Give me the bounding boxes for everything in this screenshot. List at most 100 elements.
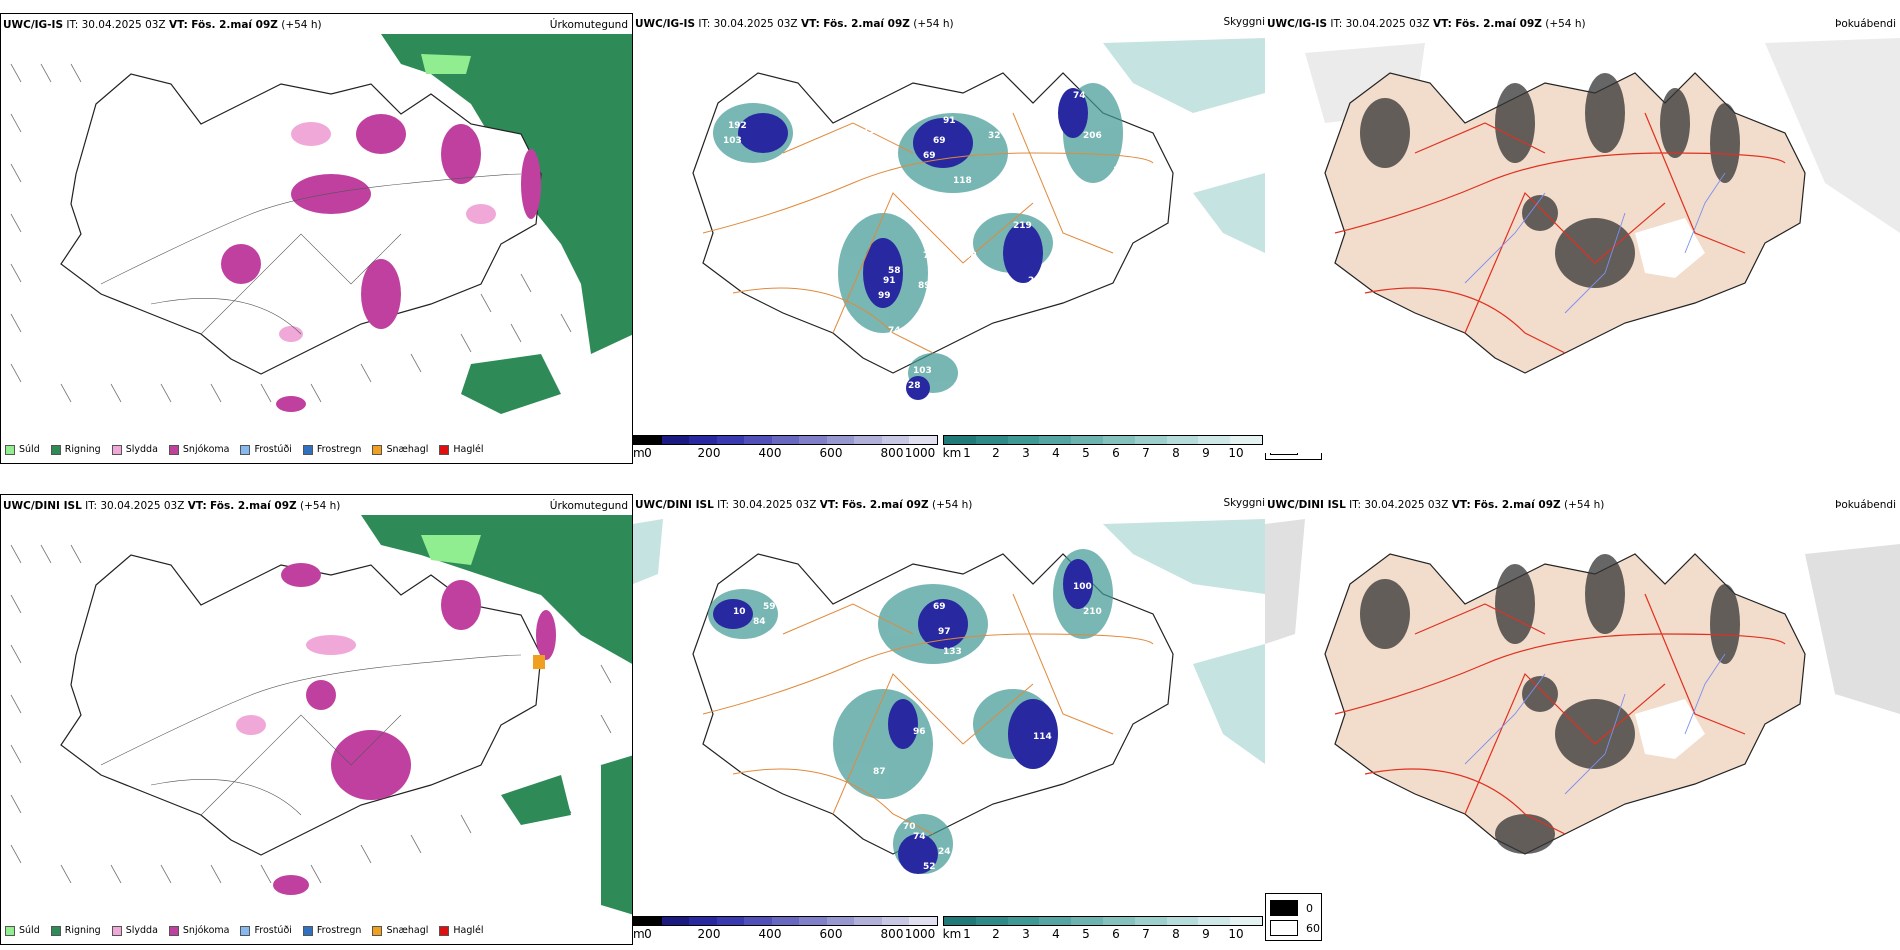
colorbar-segment xyxy=(716,436,745,444)
legend-swatch xyxy=(302,444,313,455)
cloud-base-value: 10 xyxy=(733,607,746,617)
cloud-base-area xyxy=(713,599,753,629)
cloud-vis-map: 10 84 59 69 97 133 100 210 385 67 60 75 96 114 63 13 87 2… xyxy=(633,519,1265,902)
colorbar-segment xyxy=(1134,436,1167,444)
panel-title: UWC/IG-IS IT: 30.04.2025 03Z VT: Fös. 2.… xyxy=(3,19,322,31)
panel-title: UWC/IG-IS IT: 30.04.2025 03Z VT: Fös. 2.… xyxy=(1267,18,1586,30)
model-name: UWC/IG-IS xyxy=(3,19,64,31)
legend-item-hail: Haglél xyxy=(439,444,484,455)
colorbar-segment xyxy=(826,917,855,925)
colorbar-ticks: km 1 2 3 4 5 6 7 8 9 10 xyxy=(943,926,1263,941)
fog-area xyxy=(1522,195,1558,231)
tick: 10 xyxy=(1228,927,1244,941)
tick: 8 xyxy=(1172,927,1180,941)
vt-value: Fös. 2.maí 09Z xyxy=(210,500,297,512)
colorbar-segment xyxy=(771,436,800,444)
precip-legend: Súld Rigning Slydda Snjókoma Frostúði Fr… xyxy=(5,925,484,936)
snow-area xyxy=(356,114,406,154)
cloud-base-area xyxy=(906,376,930,400)
visibility-colorbar: km 1 2 3 4 5 6 7 8 9 10 xyxy=(943,435,1263,460)
iceland-outline xyxy=(692,72,1174,374)
legend-swatch xyxy=(50,925,61,936)
colorbar-segment xyxy=(634,917,662,925)
fog-area xyxy=(1710,103,1740,183)
precip-legend: Súld Rigning Slydda Snjókoma Frostúði Fr… xyxy=(5,444,484,455)
it-label: IT: xyxy=(85,500,98,512)
colorbar-segment xyxy=(689,436,717,444)
colorbar-ticks: m 0 200 400 600 800 1000 xyxy=(633,926,938,941)
road-network xyxy=(100,173,522,335)
colorbar-segment xyxy=(909,917,938,925)
fog-area xyxy=(1710,584,1740,664)
colorbar-segment xyxy=(744,917,772,925)
legend-swatch xyxy=(240,925,251,936)
cloud-base-value: 69 xyxy=(923,151,936,161)
rivers xyxy=(1464,653,1726,795)
road-network xyxy=(702,593,1154,835)
cloud-base-value: 84 xyxy=(933,396,946,406)
panel-title: UWC/DINI ISL IT: 30.04.2025 03Z VT: Fös.… xyxy=(3,500,340,512)
legend-swatch xyxy=(5,925,15,936)
lead-time: (+54 h) xyxy=(281,19,322,31)
model-name: UWC/DINI ISL xyxy=(1267,499,1346,511)
road-network xyxy=(100,654,522,816)
vt-value: Fös. 2.maí 09Z xyxy=(1455,18,1542,30)
fog-area xyxy=(1585,554,1625,634)
fog-area xyxy=(1660,88,1690,158)
cloud-base-value: 225 xyxy=(928,797,947,807)
legend-swatch xyxy=(168,444,179,455)
fog-area xyxy=(1495,564,1535,644)
colorbar-segment xyxy=(1198,917,1231,925)
cloud-base-value: 385 xyxy=(1128,622,1147,632)
colorbar-segment xyxy=(661,436,690,444)
rain-area-e xyxy=(601,755,632,915)
tick: 6 xyxy=(1112,446,1120,460)
tick: 400 xyxy=(758,927,782,941)
model-name: UWC/IG-IS xyxy=(635,18,696,30)
vt-label: VT: xyxy=(800,18,820,30)
tick: 8 xyxy=(1172,446,1180,460)
road-network xyxy=(1334,593,1786,835)
fog-area xyxy=(1495,814,1555,854)
colorbar-segment xyxy=(881,436,910,444)
it-label: IT: xyxy=(1349,499,1362,511)
colorbar-segment xyxy=(1134,917,1167,925)
tick: 600 xyxy=(819,927,843,941)
drizzle-area xyxy=(421,535,481,565)
cloud-base-value: 114 xyxy=(1033,732,1052,742)
legend-item-sleet: Slydda xyxy=(111,925,158,936)
vt-label: VT: xyxy=(1451,499,1471,511)
it-value: 30.04.2025 03Z xyxy=(713,18,798,30)
fog-value: 0 xyxy=(1306,901,1313,915)
lead-time: (+54 h) xyxy=(1564,499,1605,511)
colorbar-segment xyxy=(799,436,827,444)
legend-swatch xyxy=(439,444,450,455)
colorbar-strip xyxy=(943,916,1263,926)
colorbar-segment xyxy=(975,436,1008,444)
iceland-outline xyxy=(692,553,1174,855)
cloud-vis-panel-top: UWC/IG-IS IT: 30.04.2025 03Z VT: Fös. 2.… xyxy=(633,13,1265,464)
cloudbase-colorbar: m 0 200 400 600 800 1000 xyxy=(633,916,938,941)
colorbar-segment xyxy=(1198,436,1231,444)
snow-area xyxy=(361,259,401,329)
unit-label: m xyxy=(633,927,645,941)
tick: 200 xyxy=(697,446,721,460)
fog-area xyxy=(1360,579,1410,649)
fog-map xyxy=(1305,38,1900,374)
cloud-base-value: 74 xyxy=(1073,91,1086,101)
colorbar-ticks: m 0 200 400 600 800 1000 xyxy=(633,445,938,460)
precip-map xyxy=(10,34,632,414)
colorbar-segment xyxy=(799,917,827,925)
rain-area-se xyxy=(501,775,571,825)
legend-swatch xyxy=(111,925,122,936)
colorbar-segment xyxy=(1102,436,1135,444)
legend-item-freezing-drizzle: Frostúði xyxy=(240,925,292,936)
sleet-area xyxy=(466,204,496,224)
colorbar-segment xyxy=(944,436,976,444)
legend-item-freezing-rain: Frostregn xyxy=(302,925,361,936)
colorbar-segment xyxy=(1039,917,1072,925)
precip-type-panel-bottom: UWC/DINI ISL IT: 30.04.2025 03Z VT: Fös.… xyxy=(0,494,633,945)
cloud-base-value: 210 xyxy=(1083,607,1102,617)
colorbar-segment xyxy=(1007,917,1040,925)
sleet-area xyxy=(279,326,303,342)
